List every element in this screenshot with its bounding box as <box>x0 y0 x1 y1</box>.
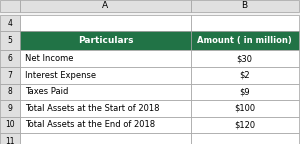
Bar <box>20 117 190 133</box>
Text: Interest Expense: Interest Expense <box>25 71 96 80</box>
Bar <box>0 133 20 144</box>
Bar <box>20 133 190 144</box>
Bar <box>20 0 190 12</box>
Text: 11: 11 <box>5 137 15 144</box>
Bar <box>20 100 190 117</box>
Bar <box>190 0 298 12</box>
Bar <box>0 117 20 133</box>
Text: $100: $100 <box>234 104 255 113</box>
Text: 5: 5 <box>8 36 13 45</box>
Text: Particulars: Particulars <box>78 36 133 45</box>
Text: Total Assets at the End of 2018: Total Assets at the End of 2018 <box>25 120 155 129</box>
Text: 10: 10 <box>5 120 15 129</box>
Text: $2: $2 <box>239 71 250 80</box>
Text: 9: 9 <box>8 104 13 113</box>
Text: $9: $9 <box>239 87 250 96</box>
Text: Total Assets at the Start of 2018: Total Assets at the Start of 2018 <box>25 104 159 113</box>
Bar <box>0 50 20 67</box>
Text: 7: 7 <box>8 71 13 80</box>
Text: Amount ( in million): Amount ( in million) <box>197 36 292 45</box>
Bar <box>190 50 298 67</box>
Text: $30: $30 <box>236 54 253 63</box>
Text: B: B <box>242 1 248 10</box>
Bar <box>190 133 298 144</box>
Bar <box>0 15 20 31</box>
Bar <box>20 84 190 100</box>
Bar <box>0 0 20 12</box>
Text: 4: 4 <box>8 19 13 28</box>
Bar <box>20 50 190 67</box>
Bar <box>20 15 190 31</box>
Text: A: A <box>102 1 109 10</box>
Bar <box>190 84 298 100</box>
Bar <box>190 67 298 84</box>
Bar <box>190 15 298 31</box>
Text: Taxes Paid: Taxes Paid <box>25 87 68 96</box>
Bar <box>190 100 298 117</box>
Bar <box>190 117 298 133</box>
Bar <box>190 31 298 50</box>
Bar <box>20 67 190 84</box>
Text: Net Income: Net Income <box>25 54 74 63</box>
Text: 8: 8 <box>8 87 13 96</box>
Bar <box>0 100 20 117</box>
Text: 6: 6 <box>8 54 13 63</box>
Bar <box>0 67 20 84</box>
Bar <box>0 31 20 50</box>
Bar <box>20 31 190 50</box>
Bar <box>0 84 20 100</box>
Text: $120: $120 <box>234 120 255 129</box>
